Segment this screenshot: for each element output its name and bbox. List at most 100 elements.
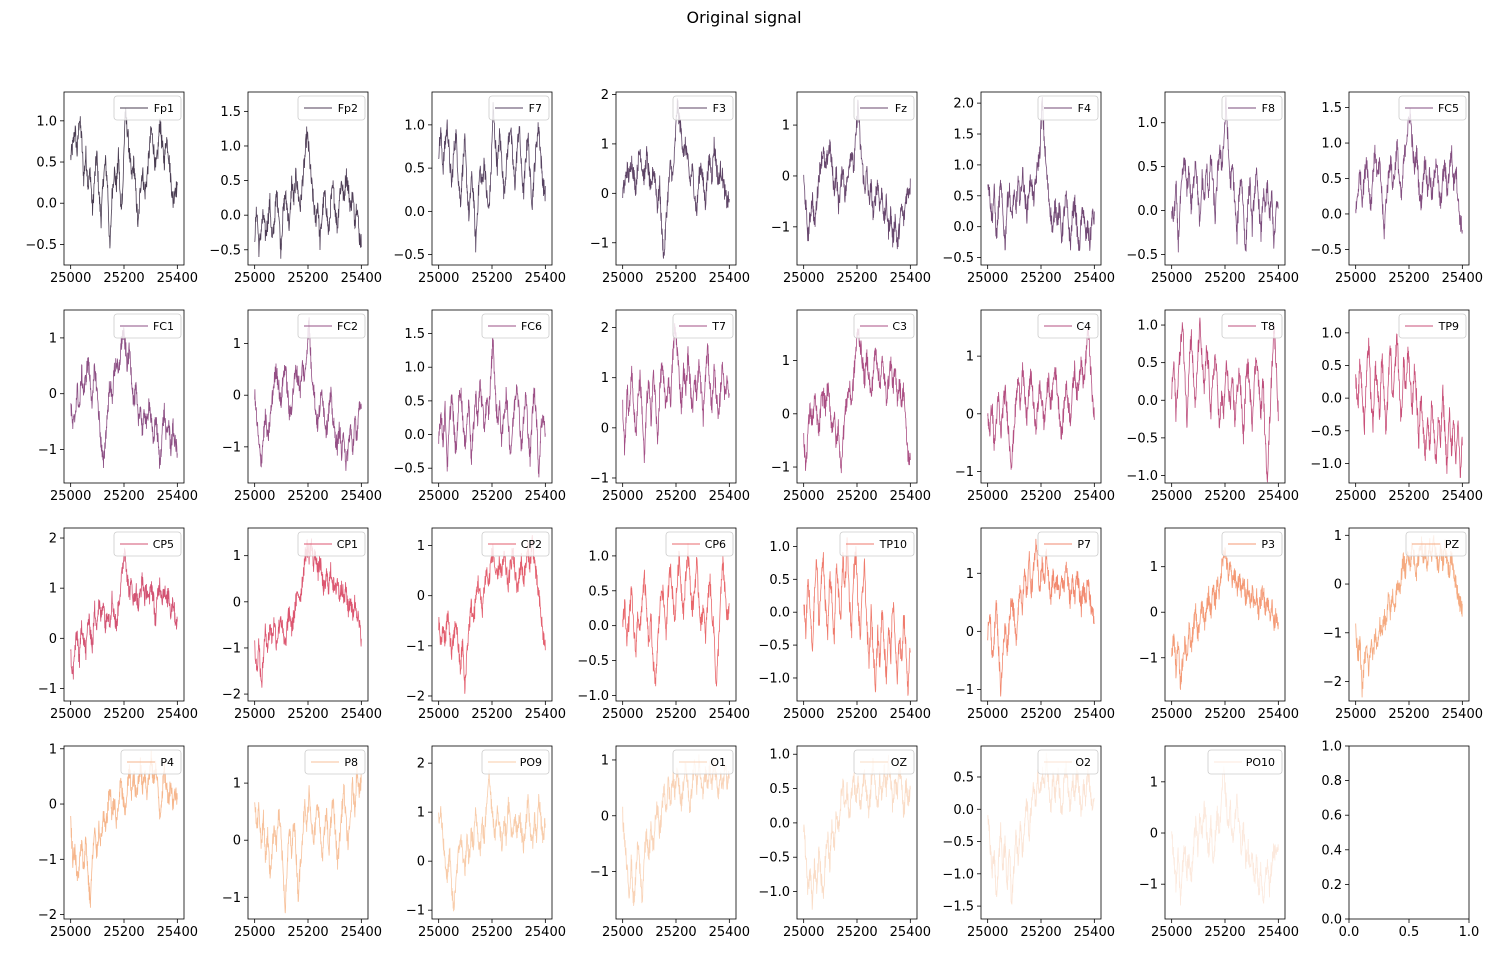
y-tick-label: 0.5 <box>953 770 974 785</box>
x-tick-label: 25400 <box>1258 271 1299 286</box>
series-line-p4 <box>70 750 178 908</box>
y-tick-label: 0.0 <box>769 816 790 831</box>
y-tick-label: 1 <box>417 539 425 554</box>
series-line-oz <box>803 754 911 910</box>
x-tick-label: 25200 <box>836 489 877 504</box>
x-tick-label: 25400 <box>525 707 566 722</box>
subplot-tp9: 25000 25200 25400 −1.0 −0.5 0.0 0.5 1.0 TP9 <box>1310 309 1483 504</box>
series-line-f8 <box>1171 97 1279 253</box>
x-tick-label: 25400 <box>1074 489 1115 504</box>
y-tick-label: 2 <box>601 321 609 336</box>
x-tick-label: 25200 <box>1020 489 1061 504</box>
y-tick-label: 1.0 <box>220 139 241 154</box>
y-tick-label: 0.0 <box>36 197 57 212</box>
x-tick-label: 25000 <box>967 271 1008 286</box>
x-tick-label: 25000 <box>602 707 643 722</box>
y-tick-label: 1.0 <box>1321 740 1342 755</box>
y-tick-label: −1 <box>590 865 609 880</box>
x-tick-label: 25200 <box>836 925 877 940</box>
x-tick-label: 25400 <box>709 925 750 940</box>
y-tick-label: −1 <box>222 641 241 656</box>
legend-label: PZ <box>1445 538 1460 551</box>
legend-label: Fz <box>895 102 907 115</box>
x-tick-label: 25000 <box>50 489 91 504</box>
x-tick-label: 25200 <box>471 489 512 504</box>
x-tick-label: 25200 <box>655 707 696 722</box>
y-tick-label: 1.0 <box>36 114 57 129</box>
x-tick-label: 25400 <box>890 271 931 286</box>
y-tick-label: 1.0 <box>769 748 790 763</box>
y-tick-label: 1.5 <box>953 128 974 143</box>
y-tick-label: 0 <box>1334 578 1342 593</box>
y-tick-label: −1.0 <box>758 671 790 686</box>
legend: T8 <box>1221 313 1283 339</box>
y-tick-label: 1 <box>782 119 790 134</box>
y-tick-label: 1 <box>233 337 241 352</box>
subplot-empty: 0.0 0.5 1.0 0.0 0.2 0.4 0.6 0.8 1.0 <box>1321 740 1479 941</box>
x-tick-label: 25200 <box>1204 271 1245 286</box>
y-tick-label: −0.5 <box>1310 243 1342 258</box>
y-tick-label: −1 <box>222 440 241 455</box>
legend: PZ <box>1405 531 1467 557</box>
y-tick-label: 0.0 <box>953 220 974 235</box>
y-tick-label: 1 <box>601 753 609 768</box>
legend-label: F7 <box>529 102 542 115</box>
x-tick-label: 25200 <box>103 925 144 940</box>
series-line-fc5 <box>1355 107 1463 240</box>
subplot-pz: 25000 25200 25400 −2 −1 0 1 PZ <box>1323 527 1483 722</box>
x-tick-label: 25400 <box>1442 271 1483 286</box>
legend-label: OZ <box>891 756 908 769</box>
x-tick-label: 25000 <box>1151 489 1192 504</box>
y-tick-label: 1 <box>966 350 974 365</box>
x-tick-label: 25200 <box>471 271 512 286</box>
legend-label: P3 <box>1261 538 1275 551</box>
subplot-fp1: 25000 25200 25400 −0.5 0.0 0.5 1.0 Fp1 <box>25 91 198 286</box>
subplot-tp10: 25000 25200 25400 −1.0 −0.5 0.0 0.5 1.0 TP10 <box>758 527 931 722</box>
y-tick-label: 0.0 <box>769 606 790 621</box>
series-line-fp2 <box>254 126 362 259</box>
x-tick-label: 25000 <box>602 489 643 504</box>
legend: P7 <box>1037 531 1099 557</box>
y-tick-label: −0.5 <box>393 248 425 263</box>
y-tick-label: 0.5 <box>404 162 425 177</box>
x-tick-label: 25000 <box>234 271 275 286</box>
y-tick-label: −1 <box>1139 878 1158 893</box>
y-tick-label: −1 <box>590 471 609 486</box>
x-tick-label: 25400 <box>525 489 566 504</box>
y-tick-label: −0.5 <box>942 835 974 850</box>
y-tick-label: 0.0 <box>1137 204 1158 219</box>
x-tick-label: 1.0 <box>1459 925 1480 940</box>
x-tick-label: 25200 <box>103 489 144 504</box>
y-tick-label: 0.8 <box>1321 774 1342 789</box>
subplot-po10: 25000 25200 25400 −1 0 1 PO10 <box>1139 745 1299 940</box>
x-tick-label: 25400 <box>525 925 566 940</box>
series-line-c3 <box>803 327 911 474</box>
x-tick-label: 25000 <box>602 271 643 286</box>
x-tick-label: 25400 <box>1258 925 1299 940</box>
series-line-po9 <box>438 769 546 912</box>
y-tick-label: 0 <box>782 407 790 422</box>
y-tick-label: −0.5 <box>758 639 790 654</box>
x-tick-label: 25200 <box>655 271 696 286</box>
legend: Fp1 <box>113 95 182 121</box>
y-tick-label: 2 <box>601 88 609 103</box>
x-tick-label: 25000 <box>1151 707 1192 722</box>
y-tick-label: 0 <box>601 809 609 824</box>
y-tick-label: 0.0 <box>953 803 974 818</box>
legend: PO10 <box>1207 749 1283 775</box>
y-tick-label: 0.5 <box>1321 172 1342 187</box>
y-tick-label: −0.5 <box>577 654 609 669</box>
x-tick-label: 25400 <box>341 925 382 940</box>
x-tick-label: 25200 <box>1020 925 1061 940</box>
x-tick-label: 25400 <box>1442 489 1483 504</box>
y-tick-label: 0.4 <box>1321 843 1342 858</box>
series-line-t7 <box>622 323 730 464</box>
x-tick-label: 25000 <box>1151 271 1192 286</box>
y-tick-label: 0.5 <box>953 189 974 204</box>
y-tick-label: 2 <box>417 757 425 772</box>
legend-label: PO9 <box>520 756 542 769</box>
figure-title: Original signal <box>686 8 801 27</box>
legend-label: T8 <box>1260 320 1275 333</box>
x-tick-label: 25000 <box>783 925 824 940</box>
legend: TP9 <box>1398 313 1467 339</box>
